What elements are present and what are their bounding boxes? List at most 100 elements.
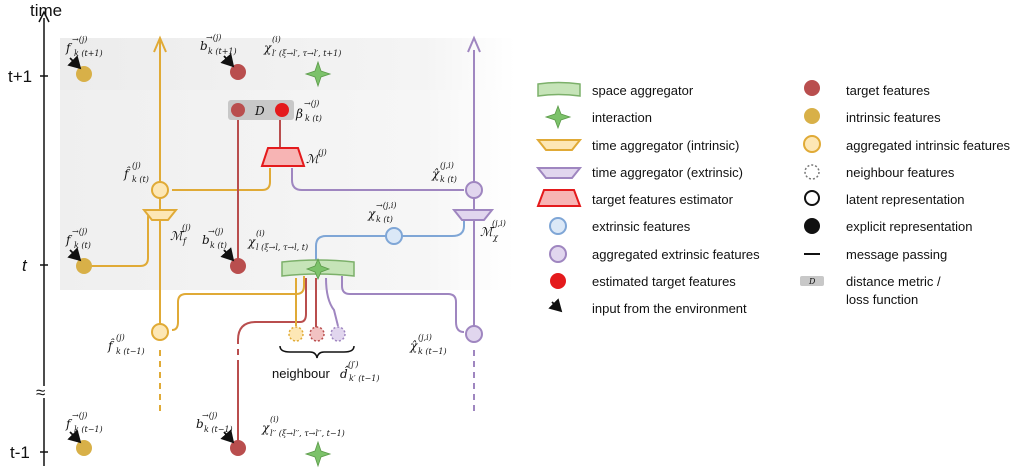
node-labels: f →(j) k (t+1) b →(j) k (t+1) χ (i) l′ (… xyxy=(65,33,506,438)
legend-estimated-target-icon xyxy=(550,273,566,289)
label-f-top-sup: →(j) xyxy=(72,35,87,44)
intrinsic-feature-node-mid xyxy=(76,258,92,274)
label-b-mid-sub: k (t) xyxy=(210,241,227,250)
tick-t: t xyxy=(22,256,28,275)
legend-estimator-icon xyxy=(536,189,582,207)
legend-estimator-label: target features estimator xyxy=(592,192,734,207)
label-chihat-tm1-sup: (j,i) xyxy=(418,333,432,342)
label-chihat-tm1-sub: k (t−1) xyxy=(418,347,447,356)
label-beta-sub: k (t) xyxy=(305,114,322,123)
legend-latent-label: latent representation xyxy=(846,192,965,207)
estimated-target-feature-node xyxy=(275,103,289,117)
label-f-bot-sup: →(j) xyxy=(72,411,87,420)
time-aggregator-extrinsic xyxy=(451,209,495,221)
tick-t-minus-1: t-1 xyxy=(10,443,30,462)
label-chi-bot: χ xyxy=(261,421,270,435)
label-chi-vec: χ xyxy=(367,207,376,221)
agg-intrinsic-node-t-minus-1 xyxy=(151,323,169,341)
label-f-mid: f xyxy=(65,233,73,247)
target-feature-node-bottom xyxy=(230,440,246,456)
extrinsic-feature-node xyxy=(385,227,403,245)
label-f-top-sub: k (t+1) xyxy=(74,49,103,58)
intrinsic-arrow-head xyxy=(153,35,167,53)
target-lines xyxy=(237,120,317,446)
target-features-estimator xyxy=(260,147,306,167)
legend-extrinsic-features-label: extrinsic features xyxy=(592,219,691,234)
legend-time-agg-intrinsic-icon xyxy=(535,139,583,151)
label-f-mid-sub: k (t) xyxy=(74,241,91,250)
label-chihat-t: χ̂ xyxy=(431,167,440,181)
label-beta: β xyxy=(295,107,303,121)
extrinsic-arrow-head xyxy=(467,35,481,53)
legend-col1: space aggregator interaction time aggreg… xyxy=(535,81,760,316)
agg-extrinsic-node-t-minus-1 xyxy=(465,325,483,343)
label-time-agg-extrinsic-sub: χ xyxy=(492,233,499,242)
legend-extrinsic-features-icon xyxy=(549,217,567,235)
legend-space-aggregator-icon xyxy=(537,81,581,97)
legend-explicit-label: explicit representation xyxy=(846,219,972,234)
label-fhat-tm1-sup: (j) xyxy=(116,333,125,342)
label-f-bot: f xyxy=(65,417,73,431)
neighbour-node-target xyxy=(309,326,325,342)
agg-extrinsic-node-t xyxy=(465,181,483,199)
neighbour-node-intrinsic xyxy=(288,326,304,342)
label-estimator-sup: (j) xyxy=(318,148,327,157)
time-aggregator-intrinsic xyxy=(141,209,179,221)
legend-time-agg-intrinsic-label: time aggregator (intrinsic) xyxy=(592,138,739,153)
legend-interaction-label: interaction xyxy=(592,110,652,125)
legend-agg-intrinsic-label: aggregated intrinsic features xyxy=(846,138,1011,153)
label-chi-bot-sub: l′′ (ξ→l′′, τ→l′′, t−1) xyxy=(270,429,345,438)
label-chihat-t-sup: (j,i) xyxy=(440,161,454,170)
label-fhat-t-sub: k (t) xyxy=(132,175,149,184)
legend-intrinsic-features-icon xyxy=(804,108,820,124)
legend-neighbour-features-icon xyxy=(804,164,820,180)
legend-message-passing-label: message passing xyxy=(846,247,947,262)
label-neighbour: neighbour xyxy=(272,366,330,381)
label-time-agg-intrinsic: ℳ̄ xyxy=(170,229,185,243)
label-chihat-t-sub: k (t) xyxy=(440,175,457,184)
legend-interaction-icon xyxy=(544,104,572,130)
label-chi-mid-sup: (i) xyxy=(256,229,265,238)
label-fhat-t: f̂ xyxy=(123,165,131,181)
legend-neighbour-features-label: neighbour features xyxy=(846,165,955,180)
label-chi-vec-sub: k (t) xyxy=(376,215,393,224)
label-b-mid-sup: →(j) xyxy=(208,227,223,236)
target-feature-node-top xyxy=(230,64,246,80)
legend-target-features-label: target features xyxy=(846,83,930,98)
neighbour-brace xyxy=(279,345,355,359)
label-chi-top: χ xyxy=(263,41,272,55)
label-chi-mid-sub: l (ξ→l, τ→l, t) xyxy=(256,243,308,252)
neighbour-lines xyxy=(295,277,339,327)
env-input-arrows xyxy=(67,53,235,444)
target-feature-node-mid xyxy=(230,258,246,274)
legend-explicit-icon xyxy=(804,218,820,234)
label-f-bot-sub: k (t−1) xyxy=(74,425,103,434)
label-f-mid-sup: →(j) xyxy=(72,227,87,236)
legend-space-aggregator-label: space aggregator xyxy=(592,83,694,98)
agg-intrinsic-node-t xyxy=(151,181,169,199)
label-chi-top-sub: l′ (ξ→l′, τ→l′, t+1) xyxy=(272,49,341,58)
legend-agg-extrinsic-icon xyxy=(549,245,567,263)
label-chi-mid: χ xyxy=(247,235,256,249)
label-b-bot-sup: →(j) xyxy=(202,411,217,420)
label-b-top: b xyxy=(200,39,208,53)
intrinsic-feature-node-top xyxy=(76,66,92,82)
label-fhat-tm1-sub: k (t−1) xyxy=(116,347,145,356)
legend-time-agg-extrinsic-label: time aggregator (extrinsic) xyxy=(592,165,743,180)
label-time-agg-extrinsic: ℳ̄ xyxy=(480,225,495,239)
legend-estimated-target-label: estimated target features xyxy=(592,274,736,289)
label-chi-vec-sup: →(j,i) xyxy=(376,201,397,210)
label-beta-sup: →(j) xyxy=(304,99,319,108)
tick-t-plus-1: t+1 xyxy=(8,67,32,86)
band-t-plus-1 xyxy=(60,38,515,90)
label-neighbour-d: d̂ xyxy=(340,364,350,381)
legend-env-input-icon xyxy=(548,298,563,313)
label-f-top: f xyxy=(65,41,73,55)
time-axis: ≈ time t+1 t t-1 xyxy=(8,1,62,466)
neighbour-node-extrinsic xyxy=(330,326,346,342)
label-time-agg-intrinsic-sub: f xyxy=(182,237,188,246)
legend-env-input-label: input from the environment xyxy=(592,301,747,316)
legend-time-agg-extrinsic-icon xyxy=(535,167,583,179)
interaction-star-bottom xyxy=(304,440,332,468)
